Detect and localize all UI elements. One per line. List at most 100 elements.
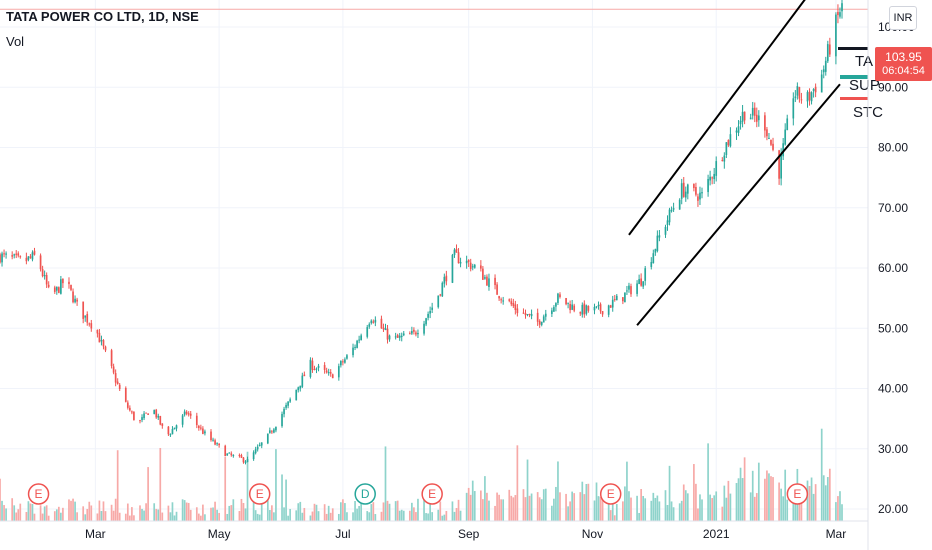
volume-bar xyxy=(453,511,456,521)
candle-body xyxy=(741,111,744,122)
candle-body xyxy=(672,208,675,210)
symbol-title[interactable]: TATA POWER CO LTD, 1D, NSE xyxy=(6,9,199,24)
volume-bar xyxy=(354,501,356,521)
volume-bar xyxy=(258,514,261,521)
volume-bar xyxy=(133,515,135,521)
candle-body xyxy=(443,276,446,284)
candle-body xyxy=(102,340,105,347)
volume-bar xyxy=(45,505,48,521)
volume-bar xyxy=(25,511,28,521)
volume-bar xyxy=(413,507,415,521)
volume-bars xyxy=(0,428,843,521)
volume-bar xyxy=(415,512,417,521)
volume-bar xyxy=(786,499,789,521)
candle-body xyxy=(599,304,602,312)
volume-bar xyxy=(53,511,56,521)
candle-body xyxy=(114,373,117,383)
volume-bar xyxy=(711,498,713,521)
candle-body xyxy=(757,115,760,121)
volume-bar xyxy=(609,510,612,521)
candle-body xyxy=(766,129,768,137)
candle-body xyxy=(567,302,569,304)
candle-body xyxy=(88,323,91,325)
volume-bar xyxy=(772,477,774,521)
candle-body xyxy=(814,86,817,93)
candle-body xyxy=(204,431,206,434)
event-marker-label: E xyxy=(35,487,43,501)
indicator-label: TA xyxy=(855,53,873,70)
candle-body xyxy=(228,452,231,454)
candle-body xyxy=(457,252,460,264)
volume-bar xyxy=(281,474,283,521)
candle-body xyxy=(642,281,645,287)
currency-badge[interactable]: INR xyxy=(889,6,917,30)
candle-body xyxy=(260,442,263,446)
candle-body xyxy=(628,285,630,290)
candle-body xyxy=(53,287,56,292)
candle-body xyxy=(374,319,377,323)
y-tick-label: 20.00 xyxy=(878,502,908,516)
candle-body xyxy=(129,407,131,411)
candle-body xyxy=(159,416,162,425)
candle-body xyxy=(195,415,198,426)
candle-body xyxy=(467,260,470,263)
candle-body xyxy=(542,316,545,323)
candle-body xyxy=(579,312,582,314)
candle-body xyxy=(753,107,756,116)
candle-body xyxy=(271,431,273,433)
volume-bar xyxy=(544,488,547,521)
candle-body xyxy=(711,177,713,179)
candle-body xyxy=(500,299,502,301)
volume-label[interactable]: Vol xyxy=(6,34,25,49)
volume-bar xyxy=(429,504,431,521)
volume-bar xyxy=(228,505,231,521)
volume-bar xyxy=(668,465,671,521)
candle-body xyxy=(739,120,742,125)
candle-body xyxy=(153,410,156,414)
candle-body xyxy=(522,312,525,314)
volume-bar xyxy=(528,495,531,521)
candle-body xyxy=(214,440,216,445)
candle-body xyxy=(212,439,214,441)
volume-bar xyxy=(60,512,62,521)
volume-bar xyxy=(43,506,46,521)
candle-body xyxy=(824,60,827,72)
candle-body xyxy=(273,429,275,433)
candle-body xyxy=(822,69,825,73)
volume-bar xyxy=(743,457,746,521)
volume-bar xyxy=(417,498,419,521)
candle-body xyxy=(551,310,553,314)
candle-body xyxy=(743,111,746,121)
trendlines[interactable] xyxy=(628,0,841,326)
indicator-line-dark xyxy=(838,47,868,50)
candle-body xyxy=(441,282,444,297)
volume-bar xyxy=(469,494,472,521)
candle-body xyxy=(650,262,653,267)
volume-bar xyxy=(837,496,839,521)
volume-bar xyxy=(129,515,131,521)
volume-bar xyxy=(810,477,813,521)
candle-body xyxy=(526,314,529,316)
volume-bar xyxy=(317,511,320,521)
volume-bar xyxy=(835,502,837,521)
volume-bar xyxy=(502,499,505,521)
candle-body xyxy=(283,408,285,415)
candle-body xyxy=(295,389,298,401)
volume-bar xyxy=(327,505,330,521)
candle-body xyxy=(508,299,511,301)
volume-bar xyxy=(159,447,162,521)
candle-body xyxy=(402,333,405,336)
candle-body xyxy=(715,161,718,176)
volume-bar xyxy=(72,498,74,521)
volume-bar xyxy=(749,492,752,521)
volume-bar xyxy=(486,492,488,521)
candle-body xyxy=(47,284,50,287)
volume-bar xyxy=(441,515,444,521)
candle-body xyxy=(396,335,399,338)
candle-body xyxy=(76,299,78,302)
volume-bar xyxy=(644,498,647,521)
volume-bar xyxy=(62,507,64,521)
